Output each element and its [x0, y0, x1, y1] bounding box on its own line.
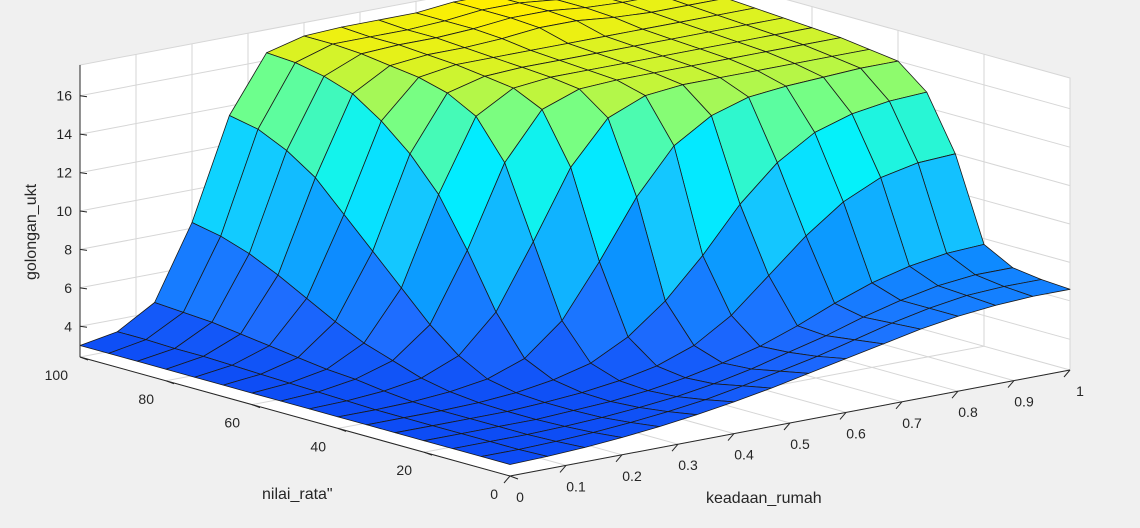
- z-tick-mark: [79, 325, 88, 328]
- x-tick-label: 0.6: [846, 425, 866, 441]
- z-tick-mark: [79, 172, 88, 175]
- y-tick-mark: [79, 356, 89, 361]
- x-tick-label: 0.7: [902, 415, 922, 431]
- x-tick-label: 0.3: [678, 457, 698, 473]
- x-tick-mark: [503, 475, 511, 484]
- z-tick-label: 4: [64, 318, 72, 334]
- x-tick-mark: [1063, 369, 1071, 378]
- tick-labels: 00.10.20.30.40.50.60.70.80.9102040608010…: [45, 88, 1084, 505]
- y-tick-label: 40: [310, 438, 326, 454]
- surface-mesh: [79, 0, 1071, 465]
- x-tick-label: 0.5: [790, 436, 810, 452]
- z-tick-mark: [79, 95, 88, 98]
- y-tick-label: 80: [138, 391, 154, 407]
- x-tick-label: 0.2: [622, 468, 642, 484]
- x-tick-mark: [671, 443, 679, 452]
- x-tick-mark: [839, 412, 847, 420]
- x-tick-label: 0.8: [958, 404, 978, 420]
- y-tick-mark: [423, 451, 433, 456]
- ylabel: nilai_rata": [262, 486, 333, 503]
- z-tick-label: 16: [56, 88, 72, 104]
- x-tick-mark: [559, 465, 567, 473]
- xlabel: keadaan_rumah: [706, 490, 822, 507]
- x-tick-label: 0.4: [734, 447, 754, 463]
- zlabel: golongan_ukt: [23, 183, 40, 280]
- z-tick-mark: [79, 287, 88, 290]
- y-tick-mark: [509, 475, 519, 480]
- y-tick-mark: [337, 427, 347, 432]
- x-tick-label: 0.1: [566, 478, 586, 494]
- y-tick-mark: [251, 404, 261, 409]
- x-tick-mark: [727, 433, 735, 441]
- x-tick-mark: [895, 401, 903, 410]
- surface-facet: [612, 0, 638, 3]
- x-tick-mark: [1007, 380, 1015, 388]
- x-tick-label: 0: [516, 489, 524, 505]
- y-tick-label: 60: [224, 415, 240, 431]
- y-tick-label: 100: [45, 367, 69, 383]
- z-tick-mark: [79, 248, 88, 251]
- x-tick-mark: [951, 390, 959, 399]
- z-tick-label: 14: [56, 126, 72, 142]
- z-tick-label: 6: [64, 280, 72, 296]
- y-tick-mark: [165, 380, 175, 385]
- z-tick-mark: [79, 133, 88, 136]
- x-tick-label: 1: [1076, 383, 1084, 399]
- x-tick-label: 0.9: [1014, 394, 1034, 410]
- z-tick-mark: [79, 210, 88, 213]
- y-axis-line: [79, 356, 511, 477]
- x-tick-mark: [615, 454, 623, 463]
- surface-facet: [480, 449, 548, 465]
- z-tick-label: 10: [56, 203, 72, 219]
- y-tick-label: 0: [490, 486, 498, 502]
- y-tick-label: 20: [396, 462, 412, 478]
- z-tick-label: 12: [56, 165, 72, 181]
- z-tick-label: 8: [64, 241, 72, 257]
- x-tick-mark: [783, 422, 791, 431]
- axes: [79, 65, 1071, 484]
